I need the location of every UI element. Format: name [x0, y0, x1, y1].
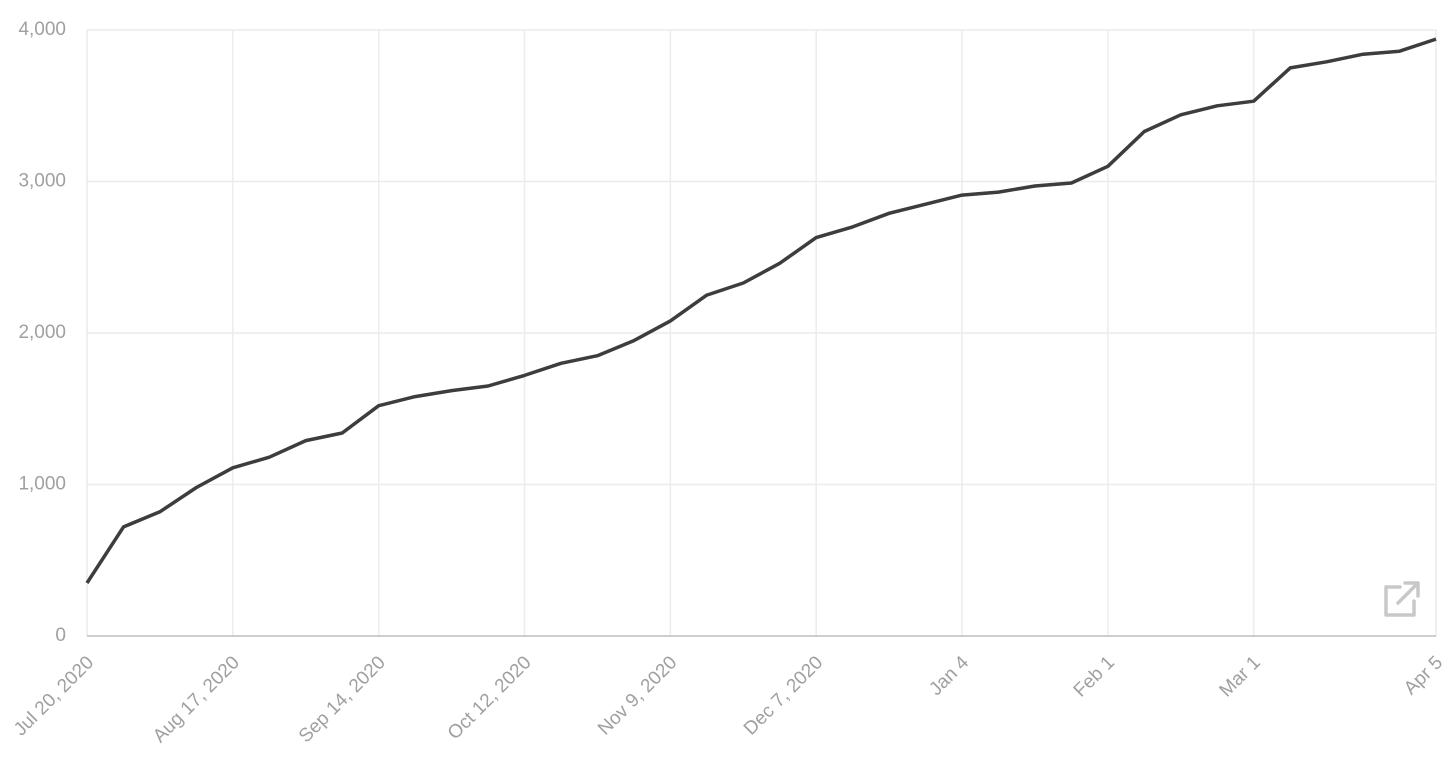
y-tick-label: 4,000 [18, 19, 66, 40]
icon-box [1384, 585, 1416, 617]
x-tick-label: Mar 1 [1216, 652, 1265, 701]
x-tick-label: Jul 20, 2020 [10, 652, 98, 740]
x-tick-label: Dec 7, 2020 [740, 652, 827, 739]
x-tick-label: Nov 9, 2020 [594, 652, 681, 739]
x-tick-label: Jan 4 [925, 652, 973, 700]
x-tick-label: Feb 1 [1070, 652, 1119, 701]
x-tick-label: Apr 5 [1400, 652, 1447, 699]
y-tick-label: 0 [55, 625, 66, 646]
icon-arrow [1396, 581, 1420, 605]
x-tick-label: Aug 17, 2020 [149, 652, 244, 747]
y-tick-label: 1,000 [18, 474, 66, 495]
line [85, 37, 1437, 584]
x-tick-label: Sep 14, 2020 [295, 652, 390, 747]
y-tick-label: 3,000 [18, 171, 66, 192]
y-tick-label: 2,000 [18, 322, 66, 343]
external-link-icon[interactable] [1384, 581, 1420, 617]
x-tick-label: Oct 12, 2020 [444, 652, 536, 744]
